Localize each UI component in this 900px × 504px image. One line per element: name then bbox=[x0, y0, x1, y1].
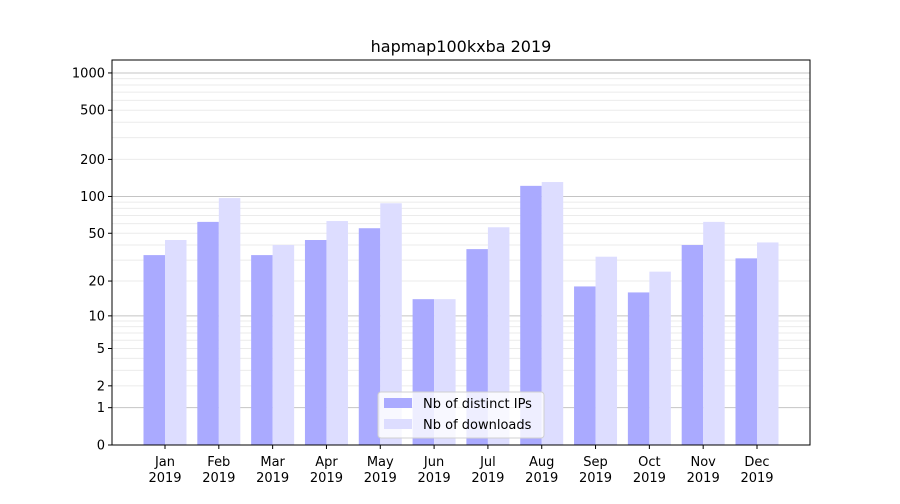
bar-downloads bbox=[380, 203, 402, 445]
bar-downloads bbox=[487, 227, 510, 445]
x-tick-label: Apr 2019 bbox=[310, 455, 343, 486]
x-tick-label: Jun 2019 bbox=[418, 455, 451, 486]
bar-downloads bbox=[703, 221, 725, 445]
chart-title: hapmap100kxba 2019 bbox=[371, 37, 552, 56]
bar-downloads bbox=[326, 221, 348, 445]
legend: Nb of distinct IPs Nb of downloads bbox=[377, 391, 545, 439]
bar-distinct-ips bbox=[574, 286, 596, 445]
bar-downloads bbox=[649, 271, 671, 445]
y-tick-label: 2 bbox=[97, 379, 105, 394]
x-tick-label: Dec 2019 bbox=[740, 455, 773, 486]
legend-label: Nb of distinct IPs bbox=[423, 397, 532, 412]
bar-downloads bbox=[165, 240, 187, 445]
y-tick-label: 5 bbox=[97, 342, 105, 357]
y-axis: 0 1 2 5 10 20 50 100 200 500 1000 bbox=[72, 66, 112, 454]
x-tick-label: Jul 2019 bbox=[471, 455, 504, 486]
legend-swatch bbox=[384, 398, 412, 408]
bar-downloads bbox=[218, 198, 241, 445]
bar-distinct-ips bbox=[735, 258, 757, 445]
x-tick-label: Mar 2019 bbox=[256, 455, 289, 486]
legend-swatch bbox=[384, 419, 412, 429]
x-tick-label: Oct 2019 bbox=[633, 455, 666, 486]
bar-distinct-ips bbox=[358, 228, 381, 445]
y-tick-label: 1 bbox=[97, 401, 105, 416]
x-tick-label: Feb 2019 bbox=[202, 455, 235, 486]
bar-distinct-ips bbox=[251, 255, 273, 445]
y-tick-label: 20 bbox=[88, 275, 105, 290]
y-tick-label: 200 bbox=[80, 153, 105, 168]
x-tick-label: Nov 2019 bbox=[687, 455, 720, 486]
x-tick-label: Jan 2019 bbox=[148, 455, 181, 486]
legend-box bbox=[377, 391, 545, 439]
bar-downloads bbox=[272, 245, 295, 445]
y-tick-label: 10 bbox=[88, 309, 105, 324]
bar-distinct-ips bbox=[143, 255, 165, 445]
bar-downloads bbox=[595, 256, 618, 445]
bar-downloads bbox=[541, 182, 564, 445]
x-axis: Jan 2019 Feb 2019 Mar 2019 Apr 2019 May 2019 Jun 20… bbox=[148, 445, 774, 486]
bars bbox=[143, 182, 779, 446]
x-tick-label: May 2019 bbox=[364, 455, 397, 486]
bar-downloads bbox=[757, 242, 779, 445]
bar-distinct-ips bbox=[627, 292, 650, 445]
legend-label: Nb of downloads bbox=[423, 418, 532, 433]
y-tick-label: 1000 bbox=[72, 66, 105, 81]
y-tick-label: 50 bbox=[88, 227, 105, 242]
y-tick-label: 100 bbox=[80, 190, 105, 205]
y-tick-label: 0 bbox=[97, 439, 105, 454]
bar-distinct-ips bbox=[520, 185, 542, 446]
plot-frame bbox=[111, 59, 811, 446]
bar-distinct-ips bbox=[681, 245, 704, 445]
y-tick-label: 500 bbox=[80, 104, 105, 119]
bar-distinct-ips bbox=[304, 240, 327, 445]
bar-distinct-ips bbox=[197, 221, 219, 445]
x-tick-label: Aug 2019 bbox=[525, 455, 558, 486]
x-tick-label: Sep 2019 bbox=[579, 455, 612, 486]
